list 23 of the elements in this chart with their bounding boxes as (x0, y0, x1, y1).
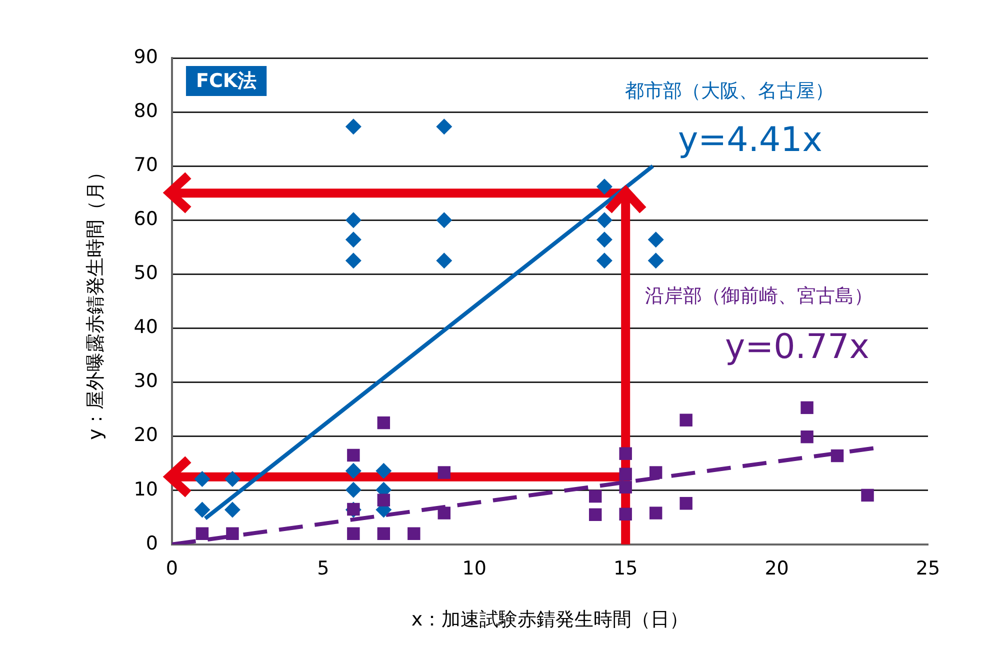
x-tick-label: 25 (916, 558, 940, 580)
y-tick-label: 30 (134, 370, 158, 392)
text: 都市部（大阪、名古屋） (624, 80, 834, 102)
y-tick-label: 40 (134, 316, 158, 338)
x-tick-label: 0 (166, 558, 178, 580)
y-axis-title: y：屋外曝露赤錆発生時間（月） (84, 162, 106, 440)
x-tick-label: 5 (317, 558, 330, 580)
x-axis-title: x：加速試験赤錆発生時間（日） (411, 608, 689, 631)
y-tick-label: 20 (134, 424, 158, 446)
text: FCK法 (196, 70, 257, 92)
y-tick-label: 80 (134, 100, 158, 122)
y-tick-label: 50 (134, 262, 158, 284)
y-tick-label: 70 (134, 154, 158, 176)
x-tick-label: 20 (764, 558, 789, 580)
x-tick-label: 10 (462, 558, 486, 580)
y-tick-label: 0 (146, 532, 158, 554)
series-label: y=4.41x (678, 120, 822, 160)
y-tick-label: 60 (134, 208, 158, 230)
y-tick-label: 90 (134, 46, 158, 68)
text: 沿岸部（御前崎、宮古島） (644, 284, 873, 307)
y-tick-label: 10 (134, 478, 158, 500)
x-tick-label: 15 (613, 558, 638, 580)
text: y=0.77x (724, 326, 870, 367)
